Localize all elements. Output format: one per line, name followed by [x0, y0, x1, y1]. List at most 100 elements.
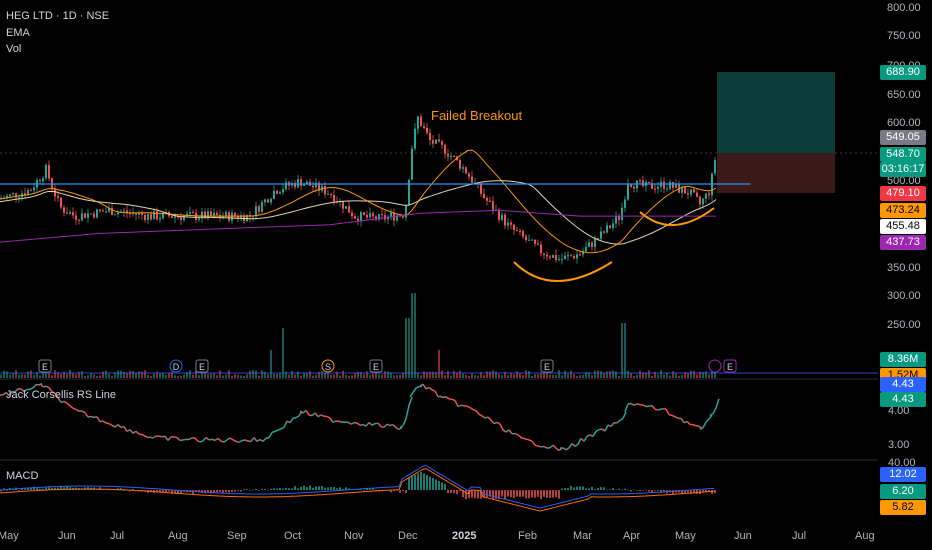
- candle: [576, 254, 578, 259]
- macd-histogram-bar: [261, 488, 263, 490]
- macd-histogram-bar: [501, 490, 503, 497]
- volume-bar: [216, 375, 218, 378]
- macd-histogram-bar: [603, 487, 605, 490]
- rs-line-segment: [229, 437, 234, 441]
- price-axis-tick: 300.00: [887, 290, 921, 302]
- macd-histogram-bar: [615, 489, 617, 491]
- candle: [378, 214, 380, 220]
- ema-legend[interactable]: EMA: [6, 27, 30, 39]
- rs-line-segment: [380, 425, 385, 429]
- rs-axis-tag: 4.43: [880, 377, 926, 392]
- volume-bar: [624, 323, 626, 378]
- volume-bar: [546, 372, 548, 378]
- rs-line-segment: [522, 437, 527, 440]
- rs-line-segment: [96, 416, 101, 423]
- rs-line-segment: [555, 447, 560, 452]
- rs-line-segment: [362, 423, 367, 427]
- volume-bar: [459, 370, 461, 378]
- candle: [225, 212, 227, 217]
- rs-line-title[interactable]: Jack Corsellis RS Line: [6, 389, 117, 401]
- macd-histogram-bar: [282, 488, 284, 490]
- price-axis-tick: 650.00: [887, 89, 921, 101]
- macd-histogram-bar: [39, 488, 41, 490]
- candle: [60, 197, 62, 208]
- volume-bar: [708, 374, 710, 378]
- candle: [96, 209, 98, 218]
- volume-bar: [288, 374, 290, 378]
- rs-line-segment: [565, 447, 570, 451]
- candle: [264, 199, 266, 203]
- rs-line-segment: [51, 391, 56, 394]
- candle: [42, 178, 44, 182]
- volume-bar: [159, 373, 161, 378]
- volume-bar: [660, 370, 662, 378]
- candle: [27, 190, 29, 195]
- volume-bar: [60, 373, 62, 378]
- candle: [408, 179, 410, 206]
- volume-bar: [291, 370, 293, 378]
- candle: [594, 238, 596, 248]
- macd-axis-tick: 40.00: [888, 457, 916, 469]
- rs-line-segment: [505, 429, 510, 433]
- rs-line-segment: [481, 415, 486, 419]
- macd-histogram-bar: [66, 486, 68, 490]
- volume-bar: [165, 375, 167, 378]
- volume-bar: [540, 373, 542, 378]
- macd-histogram-bar: [237, 490, 239, 491]
- event-label: E: [373, 362, 379, 372]
- macd-histogram-bar: [318, 486, 320, 490]
- macd-histogram-bar: [693, 490, 695, 494]
- rs-line-segment: [519, 436, 524, 439]
- macd-histogram-bar: [453, 490, 455, 494]
- rs-line-segment: [244, 439, 249, 442]
- candle: [522, 230, 524, 237]
- candle: [618, 216, 620, 220]
- volume-bar: [366, 371, 368, 378]
- macd-histogram-bar: [696, 490, 698, 494]
- volume-bar: [501, 375, 503, 378]
- macd-histogram-bar: [363, 490, 365, 491]
- volume-bar: [93, 374, 95, 378]
- volume-bar: [162, 373, 164, 378]
- macd-histogram-bar: [204, 490, 206, 494]
- volume-bar: [387, 371, 389, 378]
- macd-histogram-bar: [225, 490, 227, 493]
- rs-line-segment: [108, 422, 113, 426]
- volume-bar: [54, 370, 56, 378]
- macd-histogram-bar: [513, 490, 515, 499]
- volume-bar: [360, 372, 362, 378]
- volume-bar: [15, 370, 17, 378]
- symbol-title[interactable]: HEG LTD · 1D · NSE: [6, 10, 110, 22]
- volume-bar: [72, 373, 74, 378]
- macd-histogram-bar: [252, 489, 254, 491]
- candle: [234, 212, 236, 217]
- price-axis-tag: 549.05: [880, 130, 926, 145]
- candle: [540, 244, 542, 254]
- candle: [375, 216, 377, 220]
- candle: [462, 167, 464, 169]
- macd-histogram-bar: [42, 488, 44, 490]
- volume-bar: [486, 371, 488, 378]
- volume-bar: [564, 370, 566, 378]
- macd-histogram-bar: [45, 487, 47, 490]
- rs-line-segment: [392, 424, 397, 429]
- volume-bar: [531, 375, 533, 378]
- candle: [429, 132, 431, 141]
- macd-histogram-bar: [360, 489, 362, 491]
- candle: [624, 199, 626, 208]
- macd-histogram-bar: [597, 487, 599, 490]
- macd-histogram-bar: [708, 490, 710, 492]
- rs-line-segment: [320, 414, 325, 417]
- macd-histogram-bar: [51, 487, 53, 490]
- volume-bar: [654, 371, 656, 378]
- volume-legend[interactable]: Vol: [6, 43, 22, 55]
- volume-bar: [105, 370, 107, 378]
- price-axis-tag: 548.70: [880, 147, 926, 162]
- macd-histogram-bar: [249, 490, 251, 491]
- candle: [294, 182, 296, 188]
- candle: [312, 185, 314, 188]
- macd-title[interactable]: MACD: [6, 470, 39, 482]
- macd-axis-tag: 6.20: [880, 484, 926, 499]
- volume-bar: [294, 374, 296, 378]
